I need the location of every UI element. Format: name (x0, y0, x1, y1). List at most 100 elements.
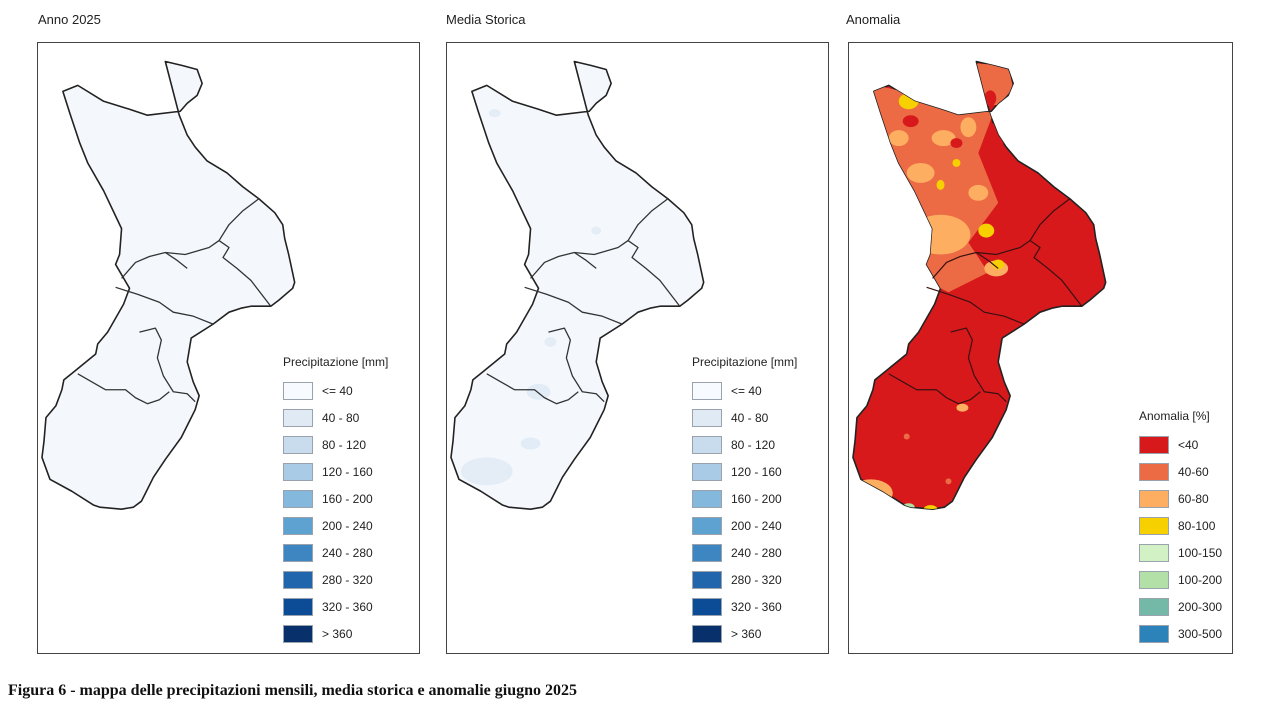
legend-row: 320 - 360 (692, 593, 797, 620)
province-border (164, 251, 188, 269)
legend-swatch (1139, 543, 1169, 562)
legend-row: 300-500 (1139, 620, 1222, 647)
legend-title: Precipitazione [mm] (692, 355, 798, 369)
region-map-svg (852, 60, 1107, 510)
legend-title: Precipitazione [mm] (283, 355, 389, 369)
legend-label: 120 - 160 (731, 464, 782, 479)
map-anomalia: Anomalia [%] <40 40-60 60-80 80-100 100-150 1… (848, 42, 1233, 654)
legend-swatch (692, 381, 722, 400)
legend-swatch (283, 408, 313, 427)
legend-label: 280 - 320 (322, 572, 373, 587)
province-border (573, 251, 597, 269)
legend-swatch (1139, 489, 1169, 508)
legend-row: 80 - 120 (692, 431, 797, 458)
legend-row: > 360 (283, 620, 388, 647)
province-border (115, 286, 214, 325)
province-border (77, 373, 170, 405)
province-border (932, 198, 1071, 279)
legend-swatch (692, 462, 722, 481)
legend-label: <40 (1178, 437, 1199, 452)
legend-swatch (283, 516, 313, 535)
legend-swatch (283, 435, 313, 454)
province-border (627, 240, 681, 307)
legend-swatch (283, 489, 313, 508)
legend-label: > 360 (322, 626, 353, 641)
panel-title-media-storica: Media Storica (446, 12, 526, 27)
province-border (548, 327, 605, 403)
province-border (524, 286, 623, 325)
province-border (486, 373, 579, 405)
legend-items: <40 40-60 60-80 80-100 100-150 100-200 200-300… (1139, 431, 1222, 647)
legend-swatch (1139, 597, 1169, 616)
legend-swatch (692, 489, 722, 508)
legend-title: Anomalia [%] (1139, 409, 1210, 423)
legend-swatch (692, 516, 722, 535)
legend-items: <= 40 40 - 80 80 - 120 120 - 160 160 - 200 20… (692, 377, 797, 647)
legend-swatch (692, 624, 722, 643)
legend-swatch (283, 381, 313, 400)
province-border (926, 286, 1025, 325)
legend-items: <= 40 40 - 80 80 - 120 120 - 160 160 - 200 20… (283, 377, 388, 647)
legend-swatch (692, 435, 722, 454)
legend-label: 80-100 (1178, 518, 1216, 533)
legend-swatch (1139, 462, 1169, 481)
region-outline (41, 60, 296, 510)
legend-swatch (1139, 624, 1169, 643)
province-border (530, 198, 669, 279)
legend-swatch (1139, 516, 1169, 535)
legend-label: 40 - 80 (731, 410, 769, 425)
legend-row: 100-150 (1139, 539, 1222, 566)
legend-row: 40 - 80 (283, 404, 388, 431)
province-border (218, 240, 272, 307)
map-media-storica: Precipitazione [mm] <= 40 40 - 80 80 - 120… (446, 42, 829, 654)
legend-label: 160 - 200 (322, 491, 373, 506)
legend-label: 240 - 280 (731, 545, 782, 560)
legend-row: 200-300 (1139, 593, 1222, 620)
legend-swatch (283, 543, 313, 562)
legend-precipitazione: Precipitazione [mm] <= 40 40 - 80 80 - 120… (692, 355, 798, 647)
legend-label: 100-150 (1178, 545, 1223, 560)
legend-swatch (1139, 435, 1169, 454)
province-border (976, 252, 999, 269)
province-border (888, 373, 981, 405)
legend-swatch (1139, 570, 1169, 589)
province-border (950, 327, 1007, 403)
legend-label: 40 - 80 (322, 410, 360, 425)
legend-row: 80-100 (1139, 512, 1222, 539)
legend-label: 60-80 (1178, 491, 1209, 506)
legend-row: <= 40 (692, 377, 797, 404)
figure-caption: Figura 6 - mappa delle precipitazioni me… (8, 682, 578, 699)
legend-label: 240 - 280 (322, 545, 373, 560)
legend-label: 280 - 320 (731, 572, 782, 587)
panel-title-anomalia: Anomalia (846, 12, 901, 27)
legend-row: <= 40 (283, 377, 388, 404)
legend-row: 40 - 80 (692, 404, 797, 431)
legend-swatch (283, 462, 313, 481)
region-map-svg (41, 60, 296, 510)
legend-label: 120 - 160 (322, 464, 373, 479)
legend-label: 200 - 240 (731, 518, 782, 533)
legend-label: > 360 (731, 626, 762, 641)
legend-swatch (692, 597, 722, 616)
legend-label: 320 - 360 (731, 599, 782, 614)
legend-row: 120 - 160 (283, 458, 388, 485)
legend-label: 160 - 200 (731, 491, 782, 506)
legend-label: 100-200 (1178, 572, 1223, 587)
legend-label: <= 40 (731, 383, 762, 398)
legend-row: 80 - 120 (283, 431, 388, 458)
legend-row: 120 - 160 (692, 458, 797, 485)
legend-precipitazione: Precipitazione [mm] <= 40 40 - 80 80 - 120… (283, 355, 389, 647)
legend-row: 100-200 (1139, 566, 1222, 593)
legend-row: 280 - 320 (692, 566, 797, 593)
legend-label: 200 - 240 (322, 518, 373, 533)
legend-row: 240 - 280 (283, 539, 388, 566)
legend-row: 200 - 240 (283, 512, 388, 539)
legend-row: > 360 (692, 620, 797, 647)
region-map-svg (450, 60, 705, 510)
legend-row: 160 - 200 (283, 485, 388, 512)
province-border (139, 327, 196, 403)
legend-label: <= 40 (322, 383, 353, 398)
panel-title-anno-2025: Anno 2025 (38, 12, 101, 27)
legend-swatch (692, 408, 722, 427)
legend-swatch (692, 543, 722, 562)
